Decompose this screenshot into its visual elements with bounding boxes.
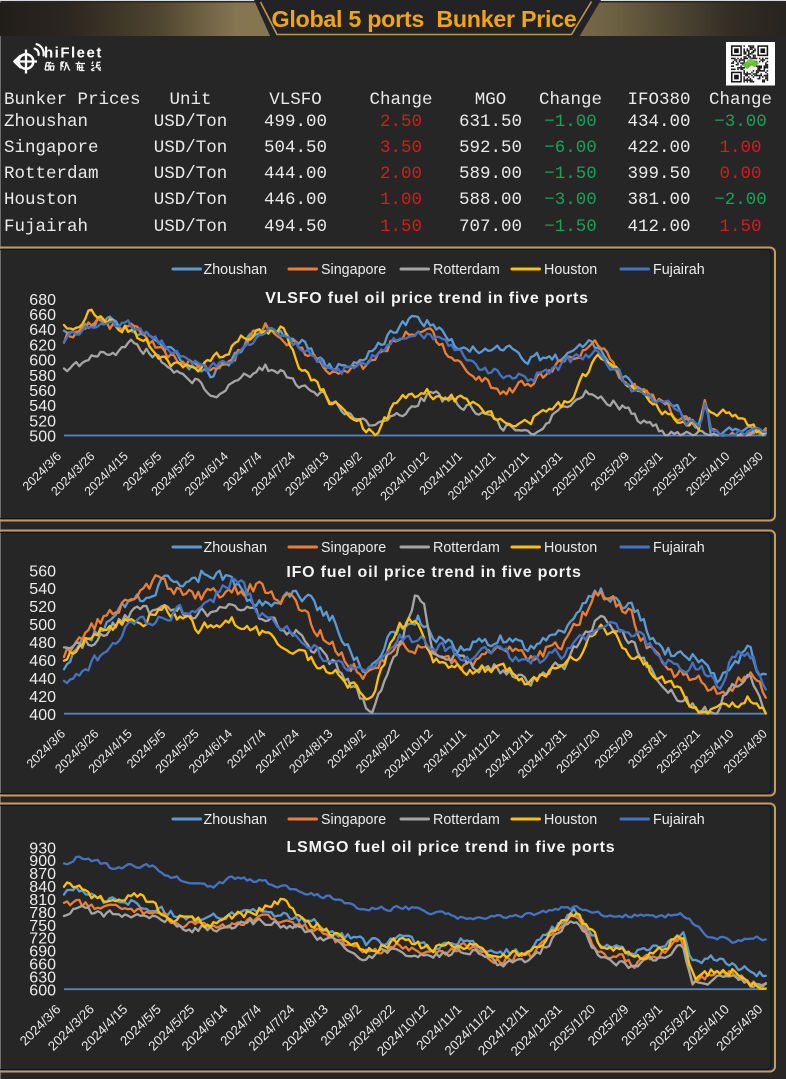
svg-text:1.50: 1.50 (380, 217, 422, 237)
svg-text:1.00: 1.00 (380, 190, 422, 210)
svg-text:420: 420 (29, 689, 56, 706)
svg-text:660: 660 (29, 307, 56, 324)
svg-text:Singapore: Singapore (321, 262, 386, 278)
svg-text:Fujairah: Fujairah (4, 217, 88, 237)
svg-text:810: 810 (29, 892, 56, 909)
svg-text:690: 690 (29, 944, 56, 961)
svg-text:707.00: 707.00 (459, 217, 522, 237)
svg-text:434.00: 434.00 (627, 112, 690, 132)
svg-text:3.50: 3.50 (380, 138, 422, 158)
svg-text:560: 560 (29, 383, 56, 400)
svg-text:LSMGO fuel oil price trend in: LSMGO fuel oil price trend in five ports (287, 839, 616, 856)
svg-text:Houston: Houston (4, 190, 78, 210)
svg-text:Unit: Unit (169, 90, 211, 110)
svg-text:Change: Change (709, 90, 772, 110)
svg-text:560: 560 (29, 563, 56, 580)
svg-text:Rotterdam: Rotterdam (433, 262, 500, 278)
svg-text:631.50: 631.50 (459, 112, 522, 132)
svg-text:680: 680 (29, 292, 56, 309)
svg-text:930: 930 (29, 840, 56, 857)
svg-text:520: 520 (29, 599, 56, 616)
svg-text:499.00: 499.00 (264, 112, 327, 132)
svg-text:592.50: 592.50 (459, 138, 522, 158)
svg-text:Fujairah: Fujairah (653, 812, 705, 828)
svg-text:1.00: 1.00 (719, 138, 761, 158)
svg-text:381.00: 381.00 (627, 190, 690, 210)
svg-text:IFO380: IFO380 (627, 90, 690, 110)
svg-text:620: 620 (29, 337, 56, 354)
svg-text:540: 540 (29, 398, 56, 415)
svg-text:MGO: MGO (475, 90, 507, 110)
svg-text:500: 500 (29, 429, 56, 446)
svg-text:2.00: 2.00 (380, 164, 422, 184)
svg-text:−6.00: −6.00 (544, 138, 597, 158)
svg-text:540: 540 (29, 581, 56, 598)
svg-text:460: 460 (29, 653, 56, 670)
svg-text:USD/Ton: USD/Ton (154, 112, 228, 132)
svg-text:589.00: 589.00 (459, 164, 522, 184)
svg-text:USD/Ton: USD/Ton (154, 138, 228, 158)
svg-text:Singapore: Singapore (321, 540, 386, 556)
svg-text:Singapore: Singapore (4, 138, 99, 158)
svg-text:494.50: 494.50 (264, 217, 327, 237)
svg-text:640: 640 (29, 322, 56, 339)
svg-text:Zhoushan: Zhoushan (4, 112, 88, 132)
svg-text:504.50: 504.50 (264, 138, 327, 158)
svg-text:750: 750 (29, 918, 56, 935)
svg-text:580: 580 (29, 368, 56, 385)
svg-text:780: 780 (29, 905, 56, 922)
svg-text:1.50: 1.50 (719, 217, 761, 237)
svg-text:Rotterdam: Rotterdam (4, 164, 99, 184)
svg-text:0.00: 0.00 (719, 164, 761, 184)
svg-text:399.50: 399.50 (627, 164, 690, 184)
svg-text:Global 5 ports Bunker Price: Global 5 ports Bunker Price (272, 6, 577, 32)
svg-text:840: 840 (29, 879, 56, 896)
svg-text:Zhoushan: Zhoushan (204, 262, 268, 278)
svg-text:422.00: 422.00 (627, 138, 690, 158)
svg-text:520: 520 (29, 413, 56, 430)
svg-text:Houston: Houston (544, 262, 597, 278)
svg-text:Houston: Houston (544, 812, 597, 828)
svg-text:900: 900 (29, 853, 56, 870)
svg-text:−1.50: −1.50 (544, 164, 597, 184)
svg-text:Fujairah: Fujairah (653, 540, 705, 556)
svg-text:Rotterdam: Rotterdam (433, 540, 500, 556)
svg-text:480: 480 (29, 635, 56, 652)
svg-text:USD/Ton: USD/Ton (154, 164, 228, 184)
svg-text:870: 870 (29, 866, 56, 883)
svg-text:Houston: Houston (544, 540, 597, 556)
svg-text:Zhoushan: Zhoushan (204, 540, 268, 556)
svg-text:−1.00: −1.00 (544, 112, 597, 132)
svg-text:Zhoushan: Zhoushan (204, 812, 268, 828)
svg-text:500: 500 (29, 617, 56, 634)
svg-text:660: 660 (29, 957, 56, 974)
svg-text:IFO fuel oil price trend in fi: IFO fuel oil price trend in five ports (286, 564, 581, 581)
svg-text:Bunker Prices: Bunker Prices (4, 90, 141, 110)
svg-text:630: 630 (29, 969, 56, 986)
svg-text:−2.00: −2.00 (714, 190, 767, 210)
svg-text:hiFleet: hiFleet (44, 45, 103, 62)
svg-text:2.50: 2.50 (380, 112, 422, 132)
svg-text:444.00: 444.00 (264, 164, 327, 184)
svg-text:Fujairah: Fujairah (653, 262, 705, 278)
svg-text:VLSFO fuel oil price trend in: VLSFO fuel oil price trend in five ports (265, 290, 589, 307)
svg-text:600: 600 (29, 982, 56, 999)
svg-text:−3.00: −3.00 (544, 190, 597, 210)
svg-text:588.00: 588.00 (459, 190, 522, 210)
svg-text:412.00: 412.00 (627, 217, 690, 237)
svg-text:720: 720 (29, 931, 56, 948)
svg-text:−1.50: −1.50 (544, 217, 597, 237)
svg-text:−3.00: −3.00 (714, 112, 767, 132)
svg-text:446.00: 446.00 (264, 190, 327, 210)
svg-text:400: 400 (29, 707, 56, 724)
svg-text:Change: Change (539, 90, 602, 110)
svg-text:440: 440 (29, 671, 56, 688)
svg-text:600: 600 (29, 353, 56, 370)
svg-text:USD/Ton: USD/Ton (154, 217, 228, 237)
svg-text:Rotterdam: Rotterdam (433, 812, 500, 828)
svg-text:VLSFO: VLSFO (269, 90, 322, 110)
svg-text:USD/Ton: USD/Ton (154, 190, 228, 210)
svg-text:Change: Change (369, 90, 432, 110)
svg-text:Singapore: Singapore (321, 812, 386, 828)
